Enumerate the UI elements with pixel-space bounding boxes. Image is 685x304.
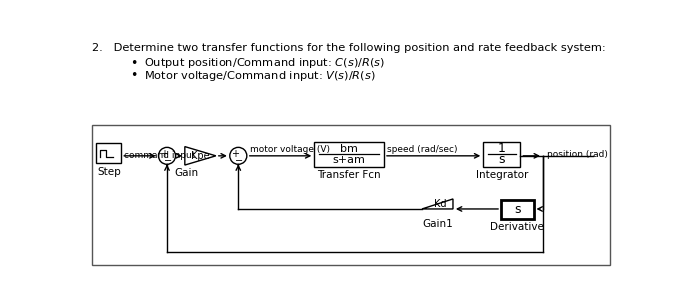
Text: Step: Step [97, 167, 121, 177]
Text: position (rad): position (rad) [547, 150, 608, 159]
Text: command input: command input [125, 150, 196, 160]
Text: Derivative: Derivative [490, 222, 545, 232]
Text: Integrator: Integrator [475, 170, 528, 180]
Text: 2.   Determine two transfer functions for the following position and rate feedba: 2. Determine two transfer functions for … [92, 43, 606, 53]
Text: +: + [232, 149, 239, 158]
Text: s: s [499, 153, 505, 166]
Text: •: • [131, 69, 138, 82]
Text: motor voltage (V): motor voltage (V) [250, 144, 330, 154]
Text: Gain: Gain [174, 168, 199, 178]
Bar [314, 142, 384, 167]
Text: Kd: Kd [434, 199, 446, 209]
Text: •: • [131, 57, 138, 70]
Bar [483, 142, 521, 167]
Text: s: s [514, 203, 521, 216]
Text: Gain1: Gain1 [422, 219, 453, 229]
Text: Kpe: Kpe [191, 151, 210, 161]
Bar [92, 125, 610, 265]
Text: −: − [164, 156, 172, 166]
Text: +: + [160, 149, 168, 158]
Text: Output position/Command input: $C(s)/R(s)$: Output position/Command input: $C(s)/R(s… [144, 57, 384, 71]
Bar [501, 201, 534, 219]
Text: speed (rad/sec): speed (rad/sec) [387, 144, 458, 154]
Text: Transfer Fcn: Transfer Fcn [317, 170, 381, 180]
Text: s+am: s+am [333, 155, 366, 165]
Text: 1: 1 [498, 142, 506, 155]
Text: bm: bm [340, 144, 358, 154]
Text: −: − [235, 156, 243, 166]
Text: Motor voltage/Command input: $V(s)/R(s)$: Motor voltage/Command input: $V(s)/R(s)$ [144, 69, 375, 83]
Bar [97, 143, 121, 163]
